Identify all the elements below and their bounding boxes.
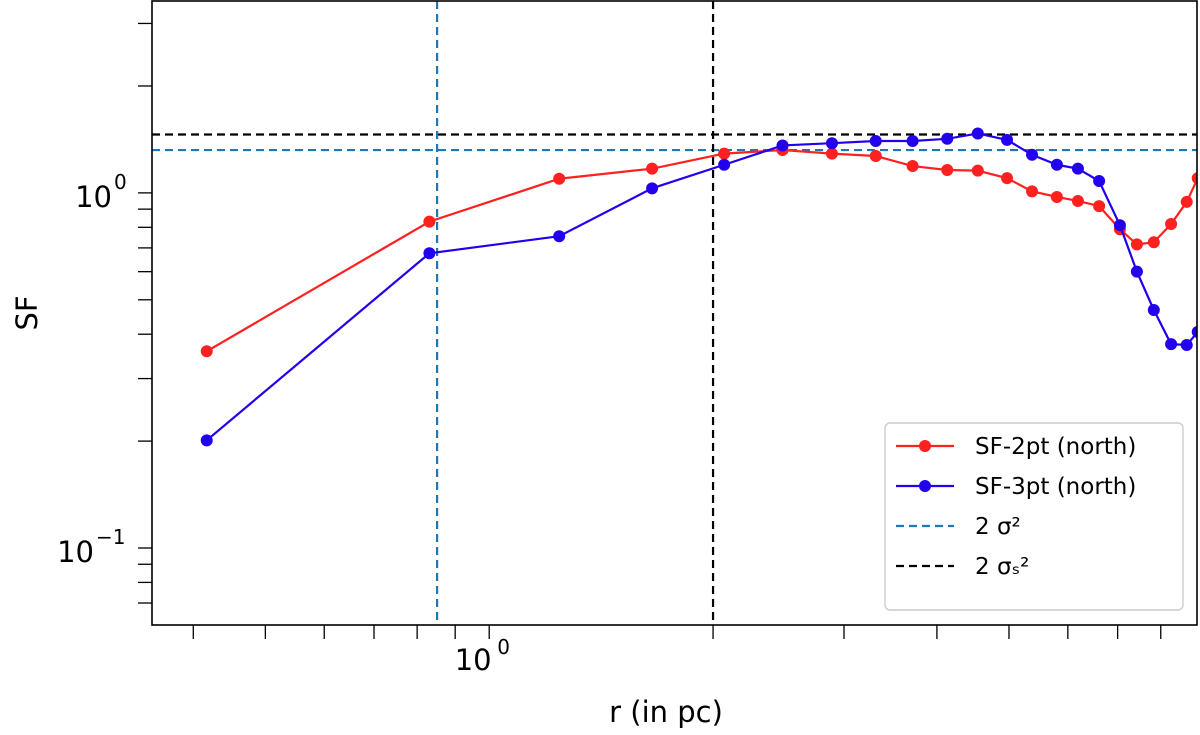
data-point <box>718 158 731 171</box>
series-line-1 <box>206 148 1197 353</box>
data-point <box>1113 219 1126 232</box>
axis-ticks: 10 010 010 −1 <box>57 22 1162 677</box>
data-point <box>1026 185 1039 198</box>
data-point <box>1071 162 1084 175</box>
x-tick-label-exponent: 0 <box>497 635 510 659</box>
y-tick-label-exponent: 0 <box>114 170 127 194</box>
data-point <box>941 163 954 176</box>
data-point <box>1165 218 1178 231</box>
data-point <box>1180 195 1193 208</box>
data-point <box>1165 338 1178 351</box>
data-point <box>553 230 566 243</box>
data-point <box>1093 175 1106 188</box>
x-axis-label: r (in pc) <box>609 695 723 729</box>
data-point <box>1130 238 1143 251</box>
data-point <box>971 127 984 140</box>
y-tick-label: 10 <box>57 535 94 569</box>
data-point <box>1191 172 1197 185</box>
data-point <box>1180 338 1193 351</box>
data-point <box>869 134 882 147</box>
data-point <box>1130 265 1143 278</box>
data-point <box>825 137 838 150</box>
data-point <box>971 164 984 177</box>
x-tick-label: 10 <box>455 643 492 677</box>
data-point <box>646 162 659 175</box>
data-point <box>553 172 566 185</box>
legend-box <box>884 422 1184 611</box>
data-point <box>1050 158 1063 171</box>
y-tick-label-exponent: −1 <box>96 525 125 549</box>
legend-label: SF-3pt (north) <box>975 474 1136 500</box>
data-point <box>1050 190 1063 203</box>
data-point <box>1071 194 1084 207</box>
data-point <box>1093 200 1106 213</box>
data-point <box>906 134 919 147</box>
legend-swatch-marker <box>919 440 931 452</box>
plot-frame <box>151 0 1198 626</box>
data-point <box>825 147 838 160</box>
y-axis-label: SF <box>10 295 44 330</box>
legend-label: 2 σₛ² <box>975 554 1029 580</box>
y-tick-label: 10 <box>75 180 112 214</box>
data-point <box>423 247 436 260</box>
reference-lines <box>152 1 1197 625</box>
legend-swatch-marker <box>919 480 931 492</box>
series-line-2 <box>206 132 1197 442</box>
legend: SF-2pt (north) SF-3pt (north) 2 σ² 2 σₛ² <box>884 422 1184 611</box>
data-point <box>646 182 659 195</box>
data-point <box>1147 303 1160 316</box>
data-point <box>718 147 731 160</box>
data-point <box>200 345 213 358</box>
data-point <box>776 139 789 152</box>
data-point <box>200 434 213 447</box>
legend-label: SF-2pt (north) <box>975 434 1136 460</box>
data-point <box>1147 236 1160 249</box>
data-point <box>1026 148 1039 161</box>
data-point <box>1001 172 1014 185</box>
data-point <box>423 215 436 228</box>
data-point <box>941 132 954 145</box>
legend-label: 2 σ² <box>975 514 1021 540</box>
data-point <box>869 150 882 163</box>
data-point <box>1001 133 1014 146</box>
data-point <box>1191 325 1197 338</box>
data-point <box>906 160 919 173</box>
series-group <box>200 127 1197 447</box>
